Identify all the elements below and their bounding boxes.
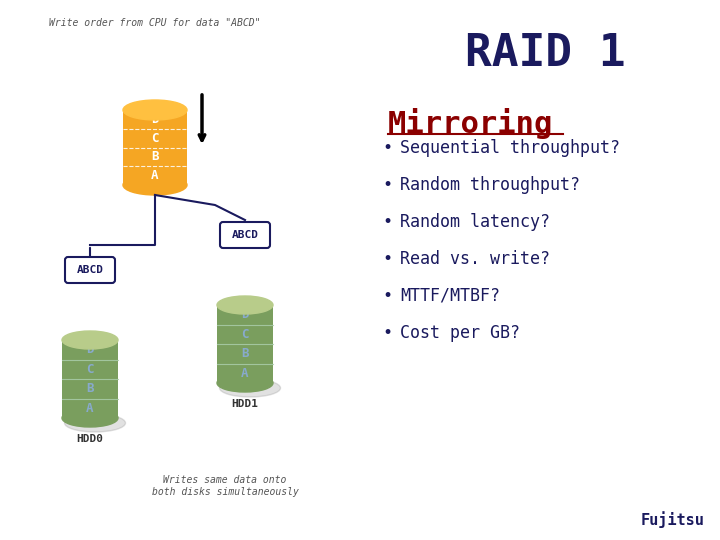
Text: Mirroring: Mirroring: [388, 108, 554, 139]
Text: Cost per GB?: Cost per GB?: [400, 324, 520, 342]
Text: Sequential throughput?: Sequential throughput?: [400, 139, 620, 157]
FancyBboxPatch shape: [65, 257, 115, 283]
Ellipse shape: [220, 379, 281, 397]
Text: ABCD: ABCD: [76, 265, 104, 275]
Text: •: •: [382, 213, 392, 231]
Text: Write order from CPU for data "ABCD": Write order from CPU for data "ABCD": [49, 18, 261, 28]
Text: B: B: [151, 150, 158, 164]
FancyBboxPatch shape: [220, 222, 270, 248]
Polygon shape: [62, 340, 118, 418]
Text: •: •: [382, 324, 392, 342]
Text: Random throughput?: Random throughput?: [400, 176, 580, 194]
Text: •: •: [382, 139, 392, 157]
Text: Fujitsu: Fujitsu: [641, 511, 705, 528]
Text: D: D: [151, 113, 158, 126]
Text: A: A: [241, 367, 248, 380]
Text: •: •: [382, 176, 392, 194]
Polygon shape: [217, 305, 273, 383]
Text: •: •: [382, 287, 392, 305]
Text: C: C: [241, 328, 248, 341]
Text: C: C: [86, 363, 94, 376]
Text: B: B: [241, 347, 248, 360]
Ellipse shape: [217, 374, 273, 392]
Text: D: D: [86, 343, 94, 356]
Text: HDD1: HDD1: [232, 399, 258, 409]
Text: HDD0: HDD0: [76, 434, 104, 444]
Text: A: A: [151, 169, 158, 182]
Text: C: C: [151, 132, 158, 145]
Ellipse shape: [62, 409, 118, 427]
Ellipse shape: [62, 331, 118, 349]
Text: ABCD: ABCD: [232, 230, 258, 240]
Text: B: B: [86, 382, 94, 395]
Ellipse shape: [123, 100, 187, 120]
Text: A: A: [86, 402, 94, 415]
Ellipse shape: [65, 414, 125, 432]
Ellipse shape: [217, 296, 273, 314]
Text: Random latency?: Random latency?: [400, 213, 550, 231]
Text: RAID 1: RAID 1: [464, 32, 625, 75]
Text: MTTF/MTBF?: MTTF/MTBF?: [400, 287, 500, 305]
Text: Read vs. write?: Read vs. write?: [400, 250, 550, 268]
Ellipse shape: [123, 175, 187, 195]
Text: •: •: [382, 250, 392, 268]
Text: D: D: [241, 308, 248, 321]
Polygon shape: [123, 110, 187, 185]
Text: Writes same data onto
both disks simultaneously: Writes same data onto both disks simulta…: [152, 475, 298, 497]
